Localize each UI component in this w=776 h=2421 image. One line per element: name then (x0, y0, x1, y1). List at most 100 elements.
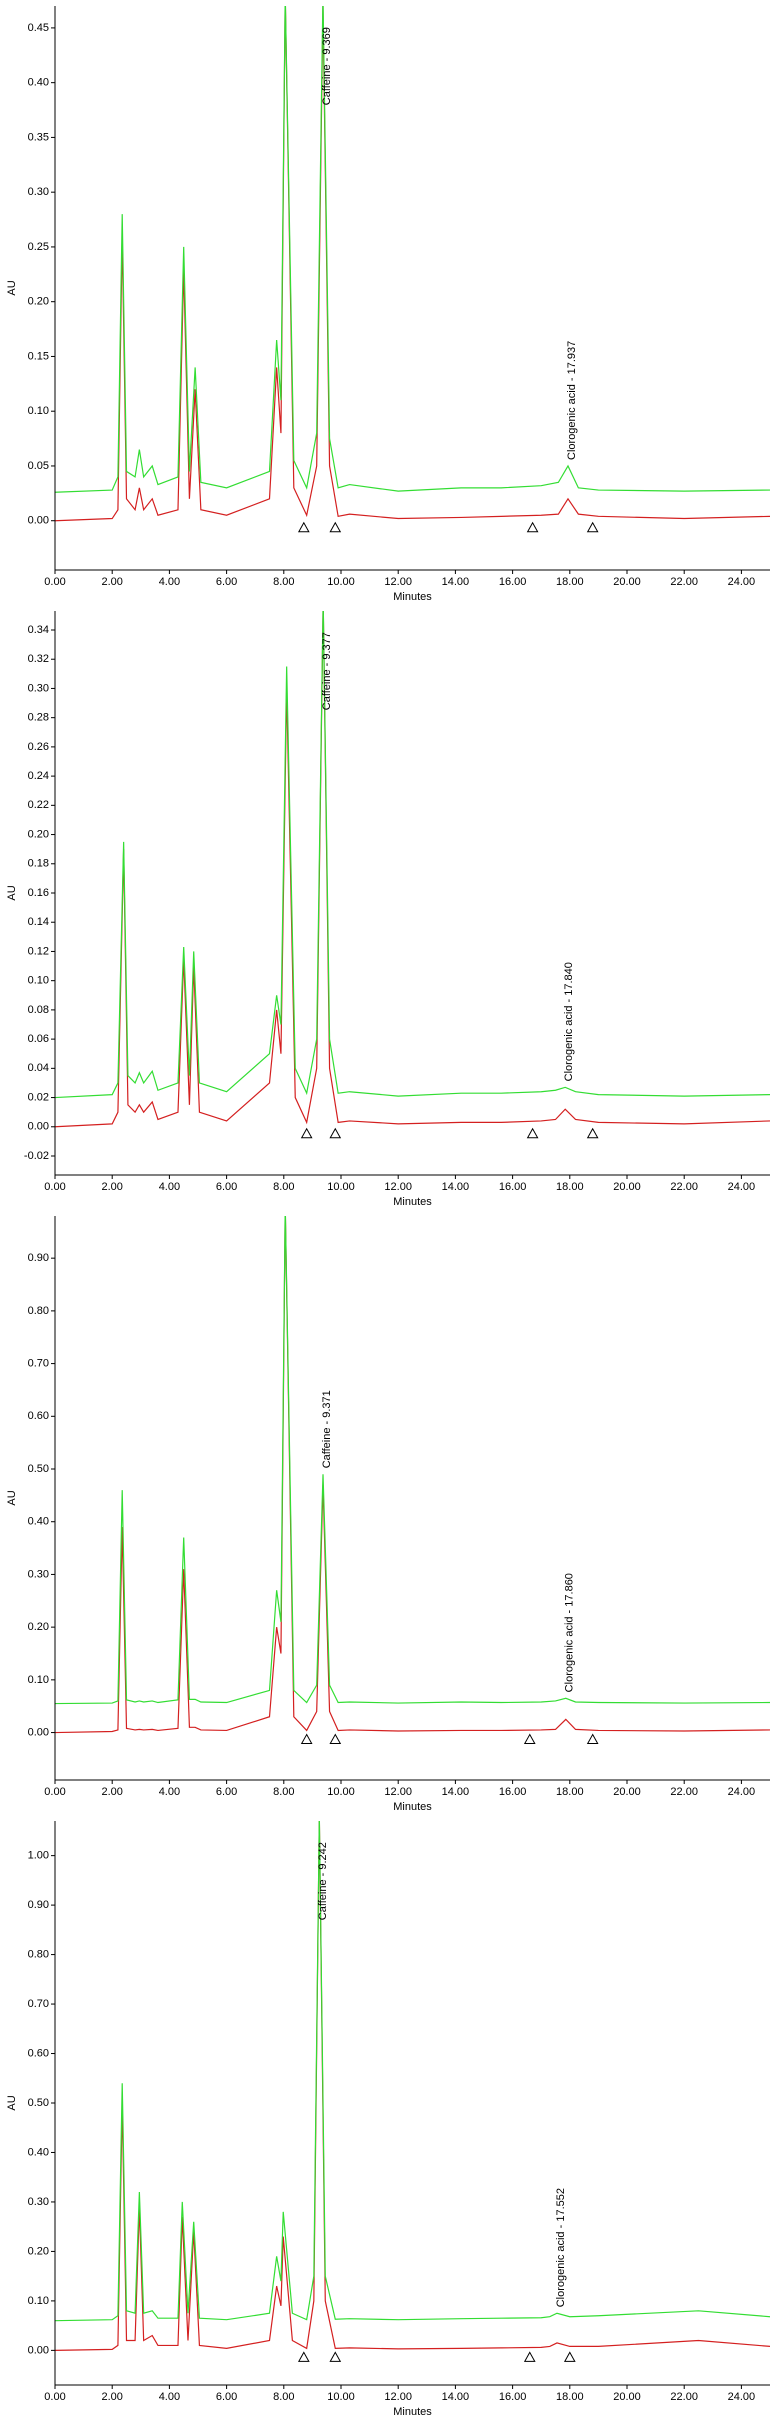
y-tick-label: 0.40 (28, 1516, 49, 1528)
y-tick-label: 0.22 (28, 799, 49, 811)
y-axis-label: AU (6, 280, 18, 295)
y-tick-label: 0.00 (28, 1726, 49, 1738)
trace (55, 1216, 770, 1705)
x-tick-label: 18.00 (556, 1181, 584, 1193)
y-tick-label: -0.02 (24, 1150, 49, 1162)
x-tick-label: 14.00 (442, 576, 470, 588)
y-tick-label: 0.04 (28, 1062, 49, 1074)
y-tick-label: 0.16 (28, 887, 49, 899)
y-tick-label: 0.30 (28, 186, 49, 198)
x-tick-label: 14.00 (442, 1786, 470, 1798)
baseline-mark (300, 1733, 313, 1745)
x-tick-label: 2.00 (101, 2391, 122, 2403)
x-tick-label: 14.00 (442, 2391, 470, 2403)
y-tick-label: 0.45 (28, 22, 49, 34)
x-tick-label: 22.00 (670, 1181, 698, 1193)
x-tick-label: 12.00 (384, 1181, 412, 1193)
x-tick-label: 8.00 (273, 1181, 294, 1193)
peak-label: Caffeine - 9.242 (317, 1842, 329, 1920)
x-tick-label: 2.00 (101, 1786, 122, 1798)
y-tick-label: 0.40 (28, 2146, 49, 2158)
y-tick-label: 0.00 (28, 515, 49, 527)
y-tick-label: 0.20 (28, 2245, 49, 2257)
x-tick-label: 18.00 (556, 576, 584, 588)
x-tick-label: 24.00 (728, 576, 756, 588)
y-tick-label: 0.24 (28, 770, 49, 782)
x-tick-label: 18.00 (556, 1786, 584, 1798)
x-tick-label: 6.00 (216, 1181, 237, 1193)
y-tick-label: 0.05 (28, 460, 49, 472)
x-tick-label: 20.00 (613, 2391, 641, 2403)
y-tick-label: 0.90 (28, 1252, 49, 1264)
trace (55, 6, 770, 493)
x-tick-label: 8.00 (273, 2391, 294, 2403)
y-tick-label: 0.10 (28, 405, 49, 417)
x-tick-label: 16.00 (499, 2391, 527, 2403)
x-tick-label: 22.00 (670, 1786, 698, 1798)
x-tick-label: 8.00 (273, 1786, 294, 1798)
y-axis-label: AU (6, 885, 18, 900)
plot-area (55, 1821, 770, 2351)
y-tick-label: 0.20 (28, 828, 49, 840)
y-tick-label: 0.02 (28, 1091, 49, 1103)
y-tick-label: 0.26 (28, 741, 49, 753)
x-tick-label: 22.00 (670, 576, 698, 588)
x-tick-label: 20.00 (613, 576, 641, 588)
baseline-mark (523, 1733, 536, 1745)
y-tick-label: 0.10 (28, 1674, 49, 1686)
x-tick-label: 16.00 (499, 1786, 527, 1798)
y-tick-label: 0.15 (28, 350, 49, 362)
baseline-mark (329, 2351, 342, 2362)
x-axis-label: Minutes (393, 1196, 432, 1208)
y-tick-label: 0.35 (28, 131, 49, 143)
y-axis-label: AU (6, 1490, 18, 1505)
y-tick-label: 0.00 (28, 2344, 49, 2356)
x-tick-label: 0.00 (44, 1181, 65, 1193)
x-tick-label: 10.00 (327, 576, 355, 588)
x-tick-label: 0.00 (44, 1786, 65, 1798)
y-tick-label: 0.20 (28, 1621, 49, 1633)
peak-label: Caffeine - 9.371 (321, 1390, 333, 1468)
y-tick-label: 0.00 (28, 1121, 49, 1133)
x-axis-label: Minutes (393, 2406, 432, 2418)
baseline-mark (586, 1733, 599, 1745)
y-tick-label: 0.80 (28, 1305, 49, 1317)
trace (55, 611, 770, 1128)
peak-label: Clorogenic acid - 17.937 (566, 341, 578, 460)
x-tick-label: 4.00 (159, 2391, 180, 2403)
x-tick-label: 10.00 (327, 2391, 355, 2403)
trace (55, 611, 770, 1099)
peak-label: Caffeine - 9.369 (321, 27, 333, 105)
y-tick-label: 0.28 (28, 712, 49, 724)
x-tick-label: 24.00 (728, 1786, 756, 1798)
x-tick-label: 4.00 (159, 1181, 180, 1193)
x-tick-label: 2.00 (101, 576, 122, 588)
baseline-mark (563, 2351, 576, 2362)
y-tick-label: 0.70 (28, 1357, 49, 1369)
trace (55, 1216, 770, 1734)
y-tick-label: 1.00 (28, 1850, 49, 1862)
y-tick-label: 0.06 (28, 1033, 49, 1045)
baseline-mark (329, 1733, 342, 1745)
baseline-mark (526, 521, 539, 533)
baseline-mark (300, 1127, 313, 1139)
y-tick-label: 0.12 (28, 945, 49, 957)
x-tick-label: 22.00 (670, 2391, 698, 2403)
peak-label: Clorogenic acid - 17.840 (563, 962, 575, 1081)
plot-area (55, 611, 770, 1128)
baseline-mark (297, 2351, 310, 2362)
x-tick-label: 16.00 (499, 1181, 527, 1193)
y-tick-label: 0.30 (28, 1568, 49, 1580)
baseline-mark (523, 2351, 536, 2362)
y-tick-label: 0.25 (28, 241, 49, 253)
y-tick-label: 0.40 (28, 77, 49, 89)
baseline-mark (526, 1127, 539, 1139)
x-axis-label: Minutes (393, 1801, 432, 1813)
y-tick-label: 0.30 (28, 682, 49, 694)
x-tick-label: 6.00 (216, 1786, 237, 1798)
baseline-mark (586, 521, 599, 533)
y-tick-label: 0.70 (28, 1998, 49, 2010)
trace (55, 6, 770, 522)
x-tick-label: 12.00 (384, 576, 412, 588)
plot-area (55, 1216, 770, 1734)
